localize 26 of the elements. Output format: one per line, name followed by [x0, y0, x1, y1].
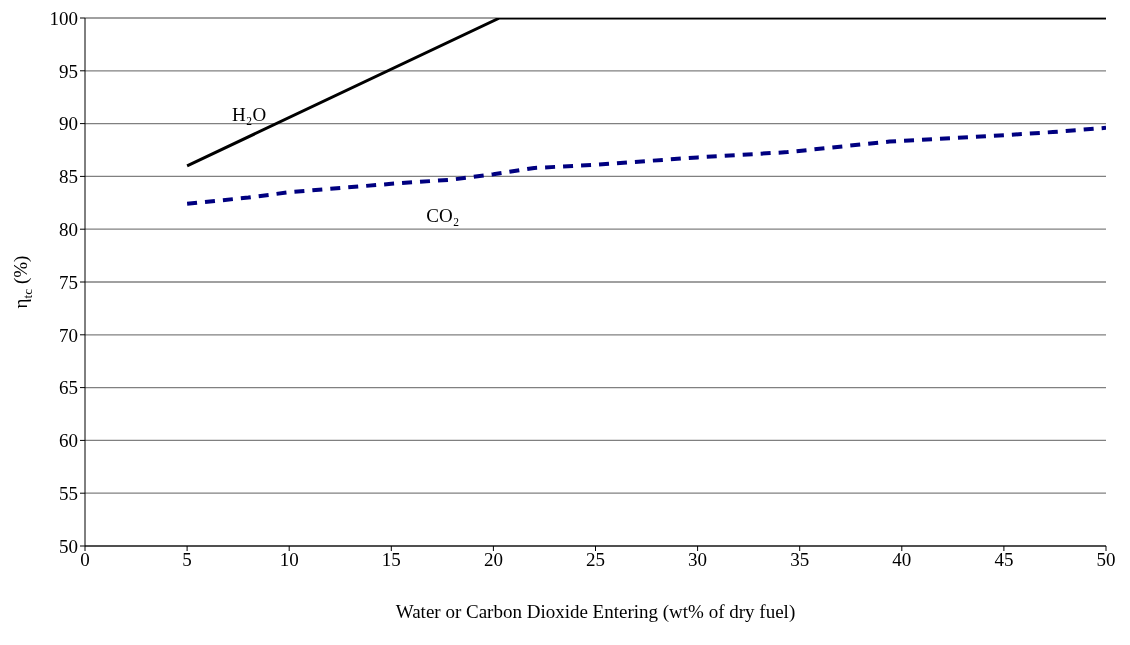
y-tick-label: 90 [59, 113, 78, 135]
y-tick-label: 75 [59, 271, 78, 293]
x-tick-label: 20 [483, 549, 503, 571]
x-tick-label: 30 [688, 549, 708, 571]
y-tick-label: 65 [59, 377, 78, 399]
series-label: H₂O [232, 103, 267, 125]
x-tick-label: 45 [994, 549, 1014, 571]
line-series [185, 125, 1106, 206]
x-tick-label: 15 [381, 549, 401, 571]
x-tick-label: 50 [1096, 549, 1116, 571]
y-tick-label: 55 [59, 482, 78, 504]
x-tick-label: 35 [790, 549, 810, 571]
y-tick-label: 100 [49, 7, 78, 29]
x-tick-label: 40 [892, 549, 912, 571]
x-axis-title: Water or Carbon Dioxide Entering (wt% of dry fuel) [395, 601, 796, 623]
y-tick-label: 70 [59, 324, 78, 346]
x-tick-label: 25 [586, 549, 605, 571]
x-tick-label: 0 [80, 549, 90, 571]
y-tick-label: 85 [59, 166, 78, 188]
x-tick-label: 10 [279, 549, 299, 571]
y-tick-label: 50 [59, 535, 78, 557]
y-tick-label: 80 [59, 218, 78, 240]
x-tick-label: 5 [182, 549, 192, 571]
y-tick-label: 95 [59, 60, 78, 82]
y-tick-label: 60 [59, 430, 78, 452]
series-label: CO₂ [426, 204, 460, 226]
